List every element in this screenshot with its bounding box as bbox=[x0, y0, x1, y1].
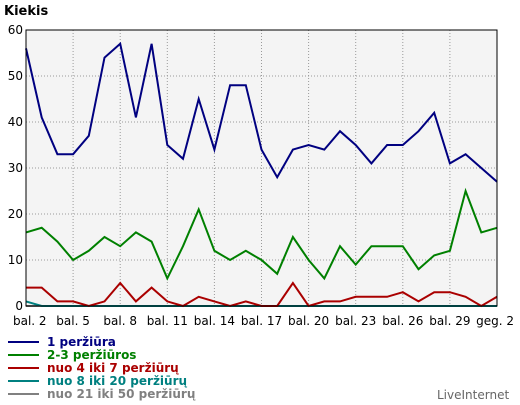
brand-label: LiveInternet bbox=[437, 388, 509, 402]
legend-label-nuo-8-iki-20-per-i-r: nuo 8 iki 20 peržiūrų bbox=[47, 374, 188, 388]
x-tick-label: bal. 11 bbox=[147, 314, 188, 328]
x-tick-label: bal. 2 bbox=[13, 314, 47, 328]
x-tick-label: bal. 17 bbox=[241, 314, 282, 328]
x-tick-label: bal. 20 bbox=[288, 314, 329, 328]
grid bbox=[26, 30, 497, 306]
y-tick-label: 10 bbox=[8, 253, 23, 267]
x-tick-label: bal. 23 bbox=[335, 314, 376, 328]
axes: 0 10 20 30 40 50 60 bal. 2 bal. 5 bal. 8 bal. 11 ba… bbox=[8, 23, 514, 328]
x-tick-label: bal. 5 bbox=[56, 314, 90, 328]
y-tick-label: 30 bbox=[8, 161, 23, 175]
y-tick-label: 50 bbox=[8, 69, 23, 83]
x-tick-label: bal. 14 bbox=[194, 314, 235, 328]
y-tick-label: 20 bbox=[8, 207, 23, 221]
legend-label-2-3-per-i-ros: 2-3 peržiūros bbox=[47, 348, 136, 362]
plot-border bbox=[25, 29, 498, 307]
x-tick-label: bal. 26 bbox=[382, 314, 423, 328]
y-tick-label: 60 bbox=[8, 23, 23, 37]
legend-label-nuo-4-iki-7-per-i-r: nuo 4 iki 7 peržiūrų bbox=[47, 361, 179, 375]
x-tick-label: bal. 29 bbox=[429, 314, 470, 328]
legend-label-1-per-i-ra: 1 peržiūra bbox=[47, 335, 116, 349]
series-line-2-3-per-i-ros bbox=[25, 187, 498, 281]
y-tick-label: 40 bbox=[8, 115, 23, 129]
series-line-1-per-i-ra bbox=[25, 41, 498, 183]
legend-label-nuo-21-iki-50-per-i-r: nuo 21 iki 50 peržiūrų bbox=[47, 387, 196, 401]
chart-title: Kiekis bbox=[4, 4, 48, 19]
y-tick-label: 0 bbox=[15, 299, 23, 313]
x-tick-label: geg. 2 bbox=[476, 314, 514, 328]
x-tick-label: bal. 8 bbox=[103, 314, 137, 328]
